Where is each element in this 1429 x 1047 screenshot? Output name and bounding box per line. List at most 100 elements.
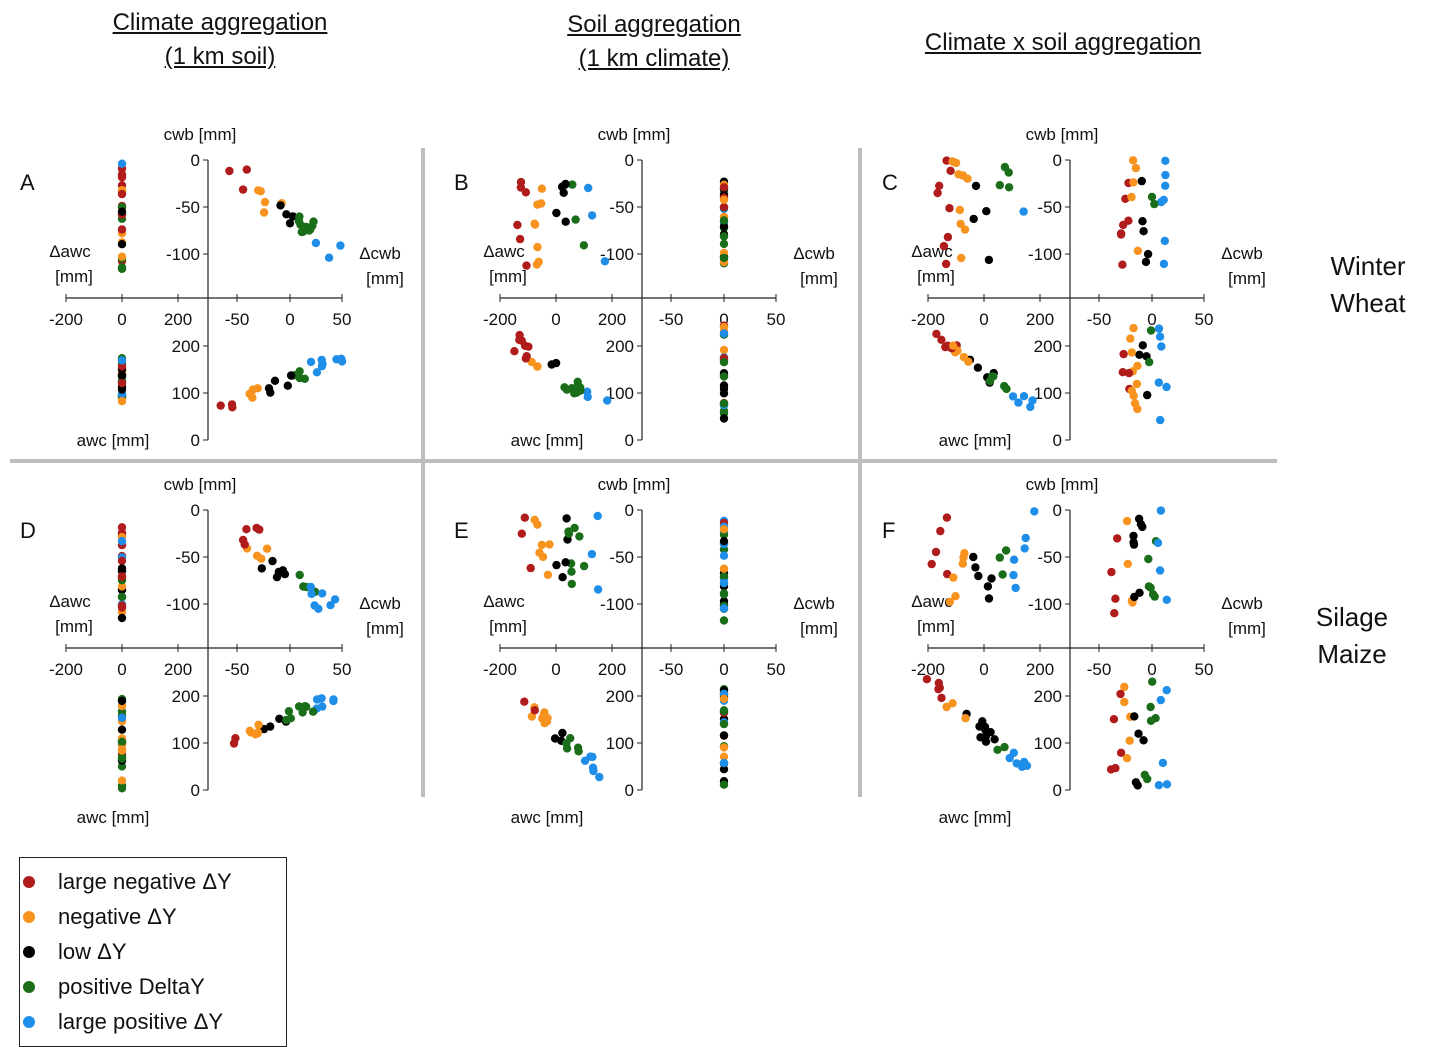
data-point-negative [543,570,553,579]
panel-letter: D [20,518,36,543]
data-point-large-negative [941,259,951,269]
data-point-negative [956,219,965,229]
data-point-negative [538,552,548,562]
x-tick-label: 0 [719,660,728,679]
data-point-positive [579,561,589,571]
y-tick-label: 200 [172,687,200,706]
data-point-large-negative [933,188,942,198]
data-point-large-negative [242,165,251,174]
row-label-silage-maize: Silage Maize [1292,599,1412,673]
data-point-negative [117,745,127,754]
data-point-low [1139,227,1148,236]
data-point-large-positive [117,713,127,722]
data-point-low [971,181,981,191]
data-point-positive [282,715,291,725]
panel-letter: B [454,170,469,195]
data-point-negative [948,341,958,350]
legend-marker-large-positive [23,1016,35,1028]
data-point-negative [545,540,554,549]
y-tick-label: 100 [172,384,200,403]
row-label-line2: Wheat [1330,288,1406,318]
data-point-negative [533,242,542,252]
data-point-negative [961,714,970,723]
data-point-positive [117,264,127,273]
x-tick-label: 0 [551,310,560,329]
data-point-positive [1146,583,1155,592]
x-tick-label: -200 [483,660,517,679]
data-point-positive [1144,554,1153,564]
data-point-large-positive [332,355,341,364]
data-point-large-positive [1021,533,1030,543]
y-tick-label: 0 [625,501,634,520]
data-point-negative [1127,192,1136,202]
row-label-line1: Winter [1330,251,1406,281]
y-tick-label: 0 [1053,501,1062,520]
data-point-low [984,255,994,265]
data-point-large-positive [600,257,610,266]
data-point-low [117,240,127,249]
row-label-line1: Silage [1315,602,1389,632]
data-point-large-positive [336,241,345,250]
data-point-large-positive [1011,583,1020,593]
dcwb-axis-label: Δcwb [1221,244,1263,263]
data-point-negative [1131,163,1141,173]
data-point-positive [719,372,729,381]
legend-marker-low [23,946,35,958]
column-header-soil: Soil aggregation (1 km climate) [534,8,774,76]
data-point-large-negative [719,183,729,192]
data-point-large-negative [1107,567,1116,577]
data-point-large-positive [329,695,338,704]
data-point-positive [719,232,729,241]
data-point-positive [1148,677,1157,686]
data-point-positive [294,216,304,226]
data-point-low [969,552,978,562]
data-point-negative [259,208,269,217]
data-point-negative [1132,379,1142,389]
y-tick-label: 0 [1053,781,1062,800]
dawc-axis-unit: [mm] [489,267,527,286]
data-point-low [288,212,298,221]
data-point-large-negative [1111,594,1120,603]
data-point-large-positive [1155,332,1165,341]
data-point-positive [299,582,308,591]
data-point-low [719,731,729,740]
data-point-large-positive [1154,781,1164,790]
data-point-large-positive [1153,538,1163,548]
dcwb-axis-label: Δcwb [793,244,835,263]
data-point-low [285,219,295,228]
data-point-low [552,208,561,218]
data-point-large-positive [1162,780,1172,789]
panel-letter: A [20,170,35,195]
y-tick-label: 200 [1034,337,1062,356]
data-point-large-negative [520,697,529,706]
data-point-large-negative [517,336,526,345]
legend-marker-negative [23,911,35,923]
y-tick-label: 100 [1034,384,1062,403]
data-point-positive [719,719,729,729]
data-point-positive [308,707,318,716]
data-point-negative [1122,516,1132,526]
data-point-large-negative [513,220,522,230]
dawc-axis-label: Δawc [911,592,953,611]
data-point-low [117,613,127,623]
data-point-low [286,371,296,380]
y-tick-label: -100 [600,595,634,614]
data-point-low [1138,217,1147,226]
data-point-low [1139,736,1148,745]
y-tick-label: -100 [166,245,200,264]
data-point-low [1138,522,1147,532]
x-tick-label: 0 [551,660,560,679]
data-point-low [983,582,993,591]
panel-letter: E [454,518,469,543]
data-point-low [558,728,567,738]
data-point-positive [1147,192,1157,202]
data-point-large-negative [1119,349,1128,359]
x-tick-label: 200 [1026,310,1054,329]
data-point-large-positive [1012,759,1021,768]
data-point-large-negative [946,166,955,175]
x-tick-label: 50 [333,310,352,329]
dcwb-axis-unit: [mm] [800,269,838,288]
data-point-negative [117,252,127,261]
x-tick-label: 200 [1026,660,1054,679]
